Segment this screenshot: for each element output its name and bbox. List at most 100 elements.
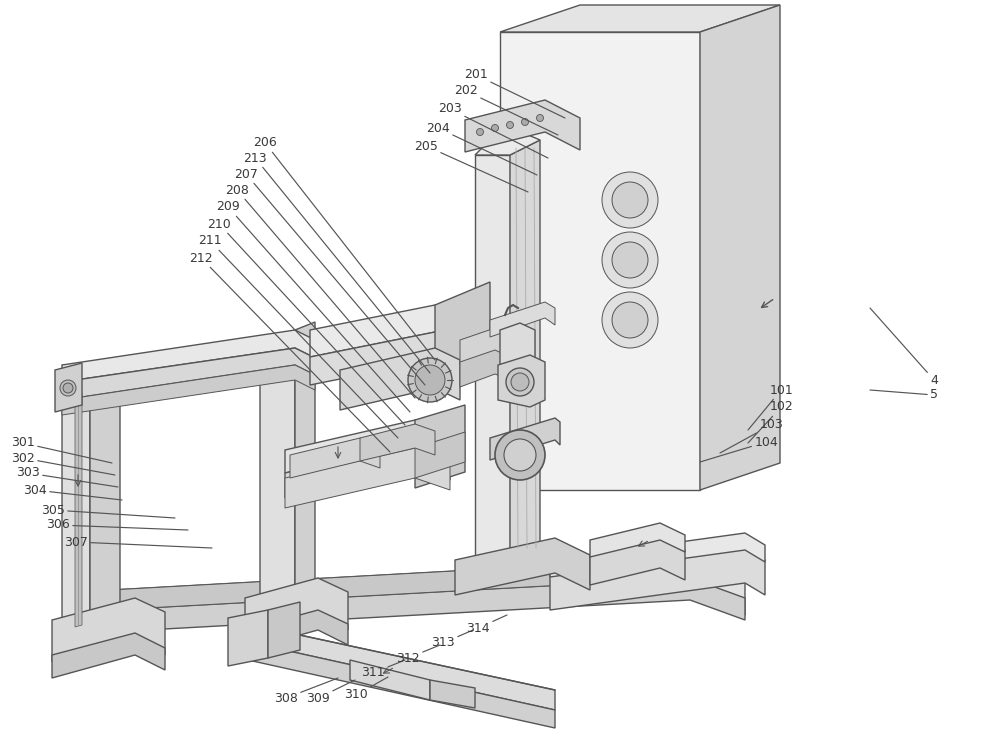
Text: 312: 312 [396,645,440,665]
Circle shape [536,114,544,122]
Polygon shape [110,558,690,610]
Polygon shape [110,558,745,628]
Text: 302: 302 [11,451,115,475]
Text: 207: 207 [234,168,425,385]
Text: 209: 209 [216,200,410,412]
Text: 204: 204 [426,122,537,175]
Polygon shape [310,332,465,385]
Polygon shape [415,432,465,478]
Polygon shape [430,680,475,708]
Polygon shape [230,620,555,710]
Text: 202: 202 [454,85,558,135]
Polygon shape [110,578,745,632]
Polygon shape [455,538,590,595]
Polygon shape [52,633,165,678]
Circle shape [504,439,536,471]
Polygon shape [500,323,535,392]
Circle shape [60,380,76,396]
Circle shape [408,358,452,402]
Polygon shape [550,548,765,610]
Circle shape [477,128,484,136]
Text: 311: 311 [361,660,405,680]
Text: 313: 313 [431,630,473,649]
Polygon shape [268,602,300,658]
Polygon shape [490,302,555,337]
Polygon shape [290,438,380,478]
Polygon shape [285,443,450,498]
Polygon shape [245,578,348,636]
Text: 210: 210 [207,217,405,425]
Circle shape [511,373,529,391]
Text: 101: 101 [748,384,793,430]
Text: 301: 301 [11,436,112,463]
Text: 4: 4 [870,308,938,387]
Text: 103: 103 [720,418,783,453]
Circle shape [506,368,534,396]
Polygon shape [460,350,510,387]
Text: 314: 314 [466,615,507,634]
Text: 203: 203 [438,102,548,158]
Polygon shape [490,418,560,460]
Text: 213: 213 [243,151,430,373]
Circle shape [602,172,658,228]
Circle shape [507,122,514,128]
Text: 201: 201 [464,68,565,118]
Polygon shape [415,405,465,488]
Polygon shape [550,533,765,577]
Polygon shape [498,355,545,407]
Text: 308: 308 [274,678,338,704]
Polygon shape [510,140,540,570]
Polygon shape [75,393,82,627]
Text: 205: 205 [414,139,528,192]
Circle shape [63,383,73,393]
Polygon shape [435,282,490,382]
Polygon shape [700,5,780,490]
Text: 307: 307 [64,536,212,548]
Circle shape [492,125,498,131]
Circle shape [612,182,648,218]
Polygon shape [475,125,540,155]
Polygon shape [55,363,82,412]
Circle shape [602,232,658,288]
Polygon shape [360,424,435,461]
Polygon shape [500,5,780,32]
Polygon shape [500,32,700,490]
Text: 305: 305 [41,504,175,518]
Polygon shape [90,365,120,635]
Polygon shape [340,348,460,410]
Text: 303: 303 [16,467,118,487]
Polygon shape [260,330,295,608]
Polygon shape [460,328,510,365]
Text: 102: 102 [748,401,793,443]
Polygon shape [62,375,90,642]
Circle shape [415,365,445,395]
Circle shape [495,430,545,480]
Text: 310: 310 [344,677,388,701]
Text: 104: 104 [700,436,778,462]
Polygon shape [590,538,685,585]
Circle shape [602,292,658,348]
Text: 211: 211 [198,234,398,438]
Polygon shape [590,523,685,557]
Polygon shape [62,365,315,415]
Text: 212: 212 [189,252,390,452]
Text: 5: 5 [870,389,938,401]
Polygon shape [228,610,268,666]
Polygon shape [62,330,315,382]
Text: 206: 206 [253,137,435,360]
Polygon shape [285,420,450,473]
Circle shape [522,119,528,125]
Polygon shape [230,638,555,728]
Text: 208: 208 [225,183,415,398]
Text: 309: 309 [306,680,355,704]
Text: 306: 306 [46,519,188,531]
Circle shape [612,302,648,338]
Polygon shape [310,305,465,357]
Polygon shape [295,322,315,598]
Text: 304: 304 [23,484,122,500]
Polygon shape [52,598,165,662]
Polygon shape [62,348,315,400]
Polygon shape [285,448,450,508]
Polygon shape [350,660,430,700]
Circle shape [612,242,648,278]
